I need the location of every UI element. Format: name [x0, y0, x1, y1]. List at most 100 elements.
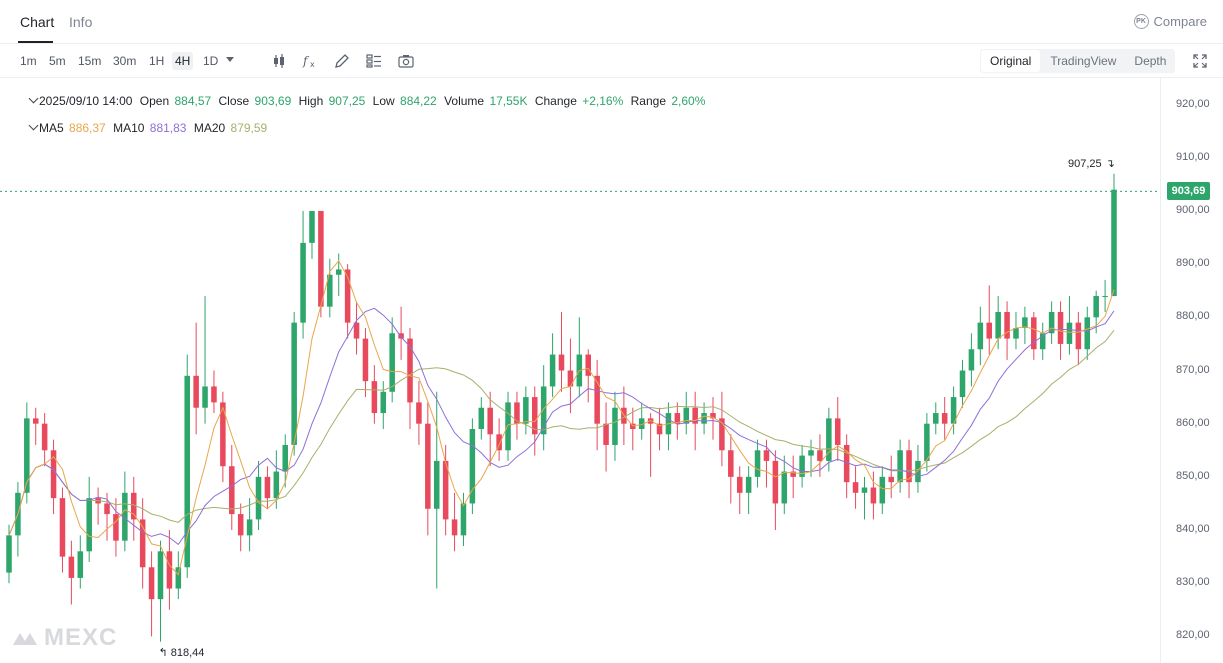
candle-body	[478, 407, 485, 429]
compare-button[interactable]: PK Compare	[1133, 14, 1207, 29]
candlestick-type-icon[interactable]	[270, 52, 288, 70]
candle-body	[282, 444, 289, 472]
candle-body	[995, 312, 1001, 339]
candle-body	[68, 556, 75, 578]
candle	[986, 285, 993, 355]
candle	[523, 386, 529, 435]
ma10-value: 881,83	[149, 121, 187, 135]
candle	[220, 391, 226, 483]
candle-body	[451, 519, 458, 536]
candle	[353, 301, 360, 355]
candle	[808, 439, 814, 477]
candle	[1039, 322, 1046, 360]
candle-body	[122, 492, 128, 541]
candle	[104, 492, 110, 541]
candle-body	[968, 349, 975, 371]
candle	[995, 296, 1001, 350]
candle-body	[1093, 296, 1099, 318]
candle	[1048, 301, 1055, 344]
candle	[6, 524, 12, 584]
candle-body	[754, 450, 761, 477]
interval-15m[interactable]: 15m	[78, 54, 102, 68]
layout-grid-icon[interactable]	[365, 52, 383, 70]
price-axis[interactable]	[1160, 78, 1223, 663]
fullscreen-expand-icon[interactable]	[1192, 53, 1208, 69]
candle-body	[701, 413, 707, 424]
view-original-button[interactable]: Original	[981, 50, 1041, 72]
candle	[442, 444, 449, 536]
candle-body	[1102, 296, 1108, 298]
tab-chart[interactable]: Chart	[20, 14, 55, 30]
candle-body	[309, 210, 315, 243]
ma10-line	[8, 307, 1115, 546]
candle-body	[986, 322, 993, 339]
interval-4h[interactable]: 4H	[172, 52, 194, 70]
candle-body	[407, 338, 413, 403]
candle	[202, 296, 208, 424]
candle	[1022, 306, 1028, 344]
candle-body	[59, 498, 66, 557]
candle-body	[433, 460, 440, 509]
candle	[915, 444, 921, 493]
indicators-fx-icon[interactable]: f x	[302, 52, 320, 70]
price-tick-label: 910,00	[1176, 150, 1210, 163]
candle	[229, 444, 235, 531]
interval-1h[interactable]: 1H	[149, 54, 165, 68]
candle	[719, 391, 725, 467]
candle-body	[246, 519, 253, 536]
candle	[211, 370, 217, 414]
candle	[416, 381, 422, 445]
candle	[612, 391, 618, 461]
price-tick-label: 830,00	[1176, 576, 1210, 589]
candle-body	[32, 418, 39, 424]
candle	[309, 210, 315, 259]
view-tradingview-button[interactable]: TradingView	[1050, 54, 1117, 68]
tab-info[interactable]: Info	[69, 14, 93, 30]
candlestick-chart[interactable]	[0, 78, 1160, 663]
last-price-tag: 903,69	[1167, 182, 1210, 201]
candle-body	[1013, 327, 1019, 339]
candle	[683, 391, 690, 435]
candle	[852, 466, 859, 509]
candle-body	[6, 535, 12, 573]
candle	[59, 487, 66, 573]
candle-body	[1039, 333, 1046, 350]
active-tab-underline	[18, 41, 53, 43]
candle	[710, 397, 716, 440]
candle	[148, 551, 155, 637]
low-price-marker: ↰ 818,44	[158, 646, 205, 659]
candle	[933, 402, 939, 435]
view-depth-button[interactable]: Depth	[1134, 54, 1167, 68]
candle-body	[523, 397, 529, 424]
interval-5m[interactable]: 5m	[49, 54, 66, 68]
candle	[950, 386, 957, 435]
interval-more-chevron-icon[interactable]	[226, 57, 234, 62]
candle-body	[594, 375, 600, 424]
candle-body	[977, 322, 984, 350]
candle	[638, 402, 645, 440]
candle	[594, 359, 600, 451]
candle	[460, 492, 467, 546]
candle-body	[211, 386, 217, 403]
screenshot-camera-icon[interactable]	[397, 52, 415, 70]
candle-body	[487, 407, 493, 435]
candle	[487, 391, 493, 467]
candle-body	[674, 413, 681, 424]
candle-body	[264, 476, 271, 499]
candle	[567, 338, 574, 414]
interval-1d[interactable]: 1D	[203, 54, 219, 68]
interval-1m[interactable]: 1m	[20, 54, 37, 68]
candle-body	[638, 418, 645, 429]
compare-icon: PK	[1133, 14, 1149, 29]
candle	[603, 402, 609, 472]
legend-date: 2025/09/10 14:00	[39, 94, 133, 108]
candle-body	[1075, 322, 1082, 350]
candle	[1004, 301, 1010, 360]
mexc-logo-icon	[13, 633, 37, 645]
draw-pencil-icon[interactable]	[333, 52, 351, 70]
interval-30m[interactable]: 30m	[113, 54, 137, 68]
candle-body	[603, 423, 609, 445]
candle-body	[1031, 317, 1037, 350]
candle-body	[585, 354, 591, 376]
candle-body	[425, 423, 431, 509]
